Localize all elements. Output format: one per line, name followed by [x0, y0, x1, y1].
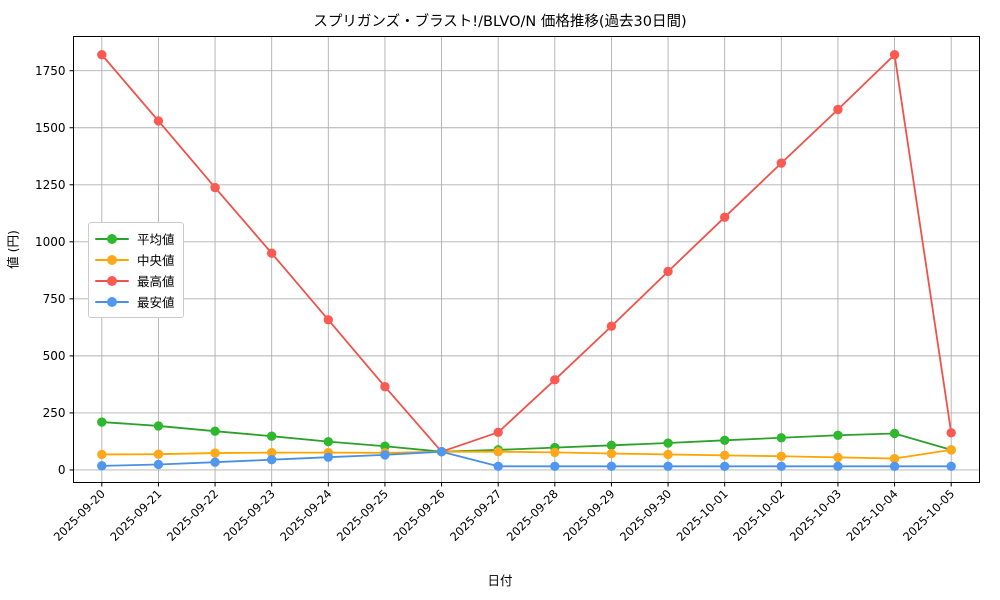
- svg-text:2025-09-27: 2025-09-27: [447, 487, 504, 544]
- svg-text:2025-09-23: 2025-09-23: [221, 487, 278, 544]
- x-axis-label: 日付: [487, 573, 513, 588]
- legend-swatch-icon: [95, 274, 129, 288]
- svg-text:500: 500: [43, 349, 66, 363]
- svg-text:2025-10-03: 2025-10-03: [787, 487, 844, 544]
- chart-title: スプリガンズ・ブラスト!/BLVO/N 価格推移(過去30日間): [313, 14, 687, 30]
- series-markers: [97, 50, 956, 472]
- svg-text:0: 0: [58, 463, 66, 477]
- svg-text:2025-09-26: 2025-09-26: [391, 487, 448, 544]
- legend-swatch-icon: [95, 295, 129, 309]
- chart-legend: 平均値中央値最高値最安値: [88, 222, 184, 318]
- legend-item-2[interactable]: 中央値: [95, 249, 175, 270]
- svg-text:2025-09-24: 2025-09-24: [277, 487, 334, 544]
- plot-frame: [73, 36, 980, 483]
- svg-text:2025-09-25: 2025-09-25: [334, 487, 391, 544]
- legend-label: 中央値: [137, 253, 175, 268]
- svg-text:2025-09-28: 2025-09-28: [504, 487, 561, 544]
- x-axis-ticks: 2025-09-20 2025-09-21 2025-09-22 2025-09-23…: [51, 482, 957, 544]
- svg-text:750: 750: [43, 292, 66, 306]
- svg-text:2025-10-02: 2025-10-02: [730, 487, 787, 544]
- svg-text:2025-09-22: 2025-09-22: [164, 487, 221, 544]
- svg-text:1000: 1000: [35, 235, 66, 249]
- svg-text:2025-10-04: 2025-10-04: [844, 487, 901, 544]
- svg-text:2025-09-20: 2025-09-20: [51, 487, 108, 544]
- svg-text:1250: 1250: [35, 178, 66, 192]
- svg-text:2025-09-21: 2025-09-21: [107, 487, 164, 544]
- svg-text:1500: 1500: [35, 121, 66, 135]
- legend-label: 最高値: [137, 274, 175, 289]
- legend-swatch-icon: [95, 232, 129, 246]
- svg-text:2025-09-30: 2025-09-30: [617, 487, 674, 544]
- svg-text:2025-09-29: 2025-09-29: [560, 487, 617, 544]
- svg-text:2025-10-01: 2025-10-01: [674, 487, 731, 544]
- legend-item-4[interactable]: 最安値: [95, 291, 175, 312]
- legend-label: 平均値: [137, 232, 175, 247]
- svg-text:250: 250: [43, 406, 66, 420]
- legend-swatch-icon: [95, 253, 129, 267]
- legend-label: 最安値: [137, 295, 175, 310]
- legend-item-1[interactable]: 平均値: [95, 228, 175, 249]
- legend-item-3[interactable]: 最高値: [95, 270, 175, 291]
- series-lines: [100, 53, 953, 468]
- y-axis-ticks: 0 250 500 750 1000 1250 1500 1750: [35, 64, 74, 477]
- svg-text:1750: 1750: [35, 64, 66, 78]
- svg-text:2025-10-05: 2025-10-05: [900, 487, 957, 544]
